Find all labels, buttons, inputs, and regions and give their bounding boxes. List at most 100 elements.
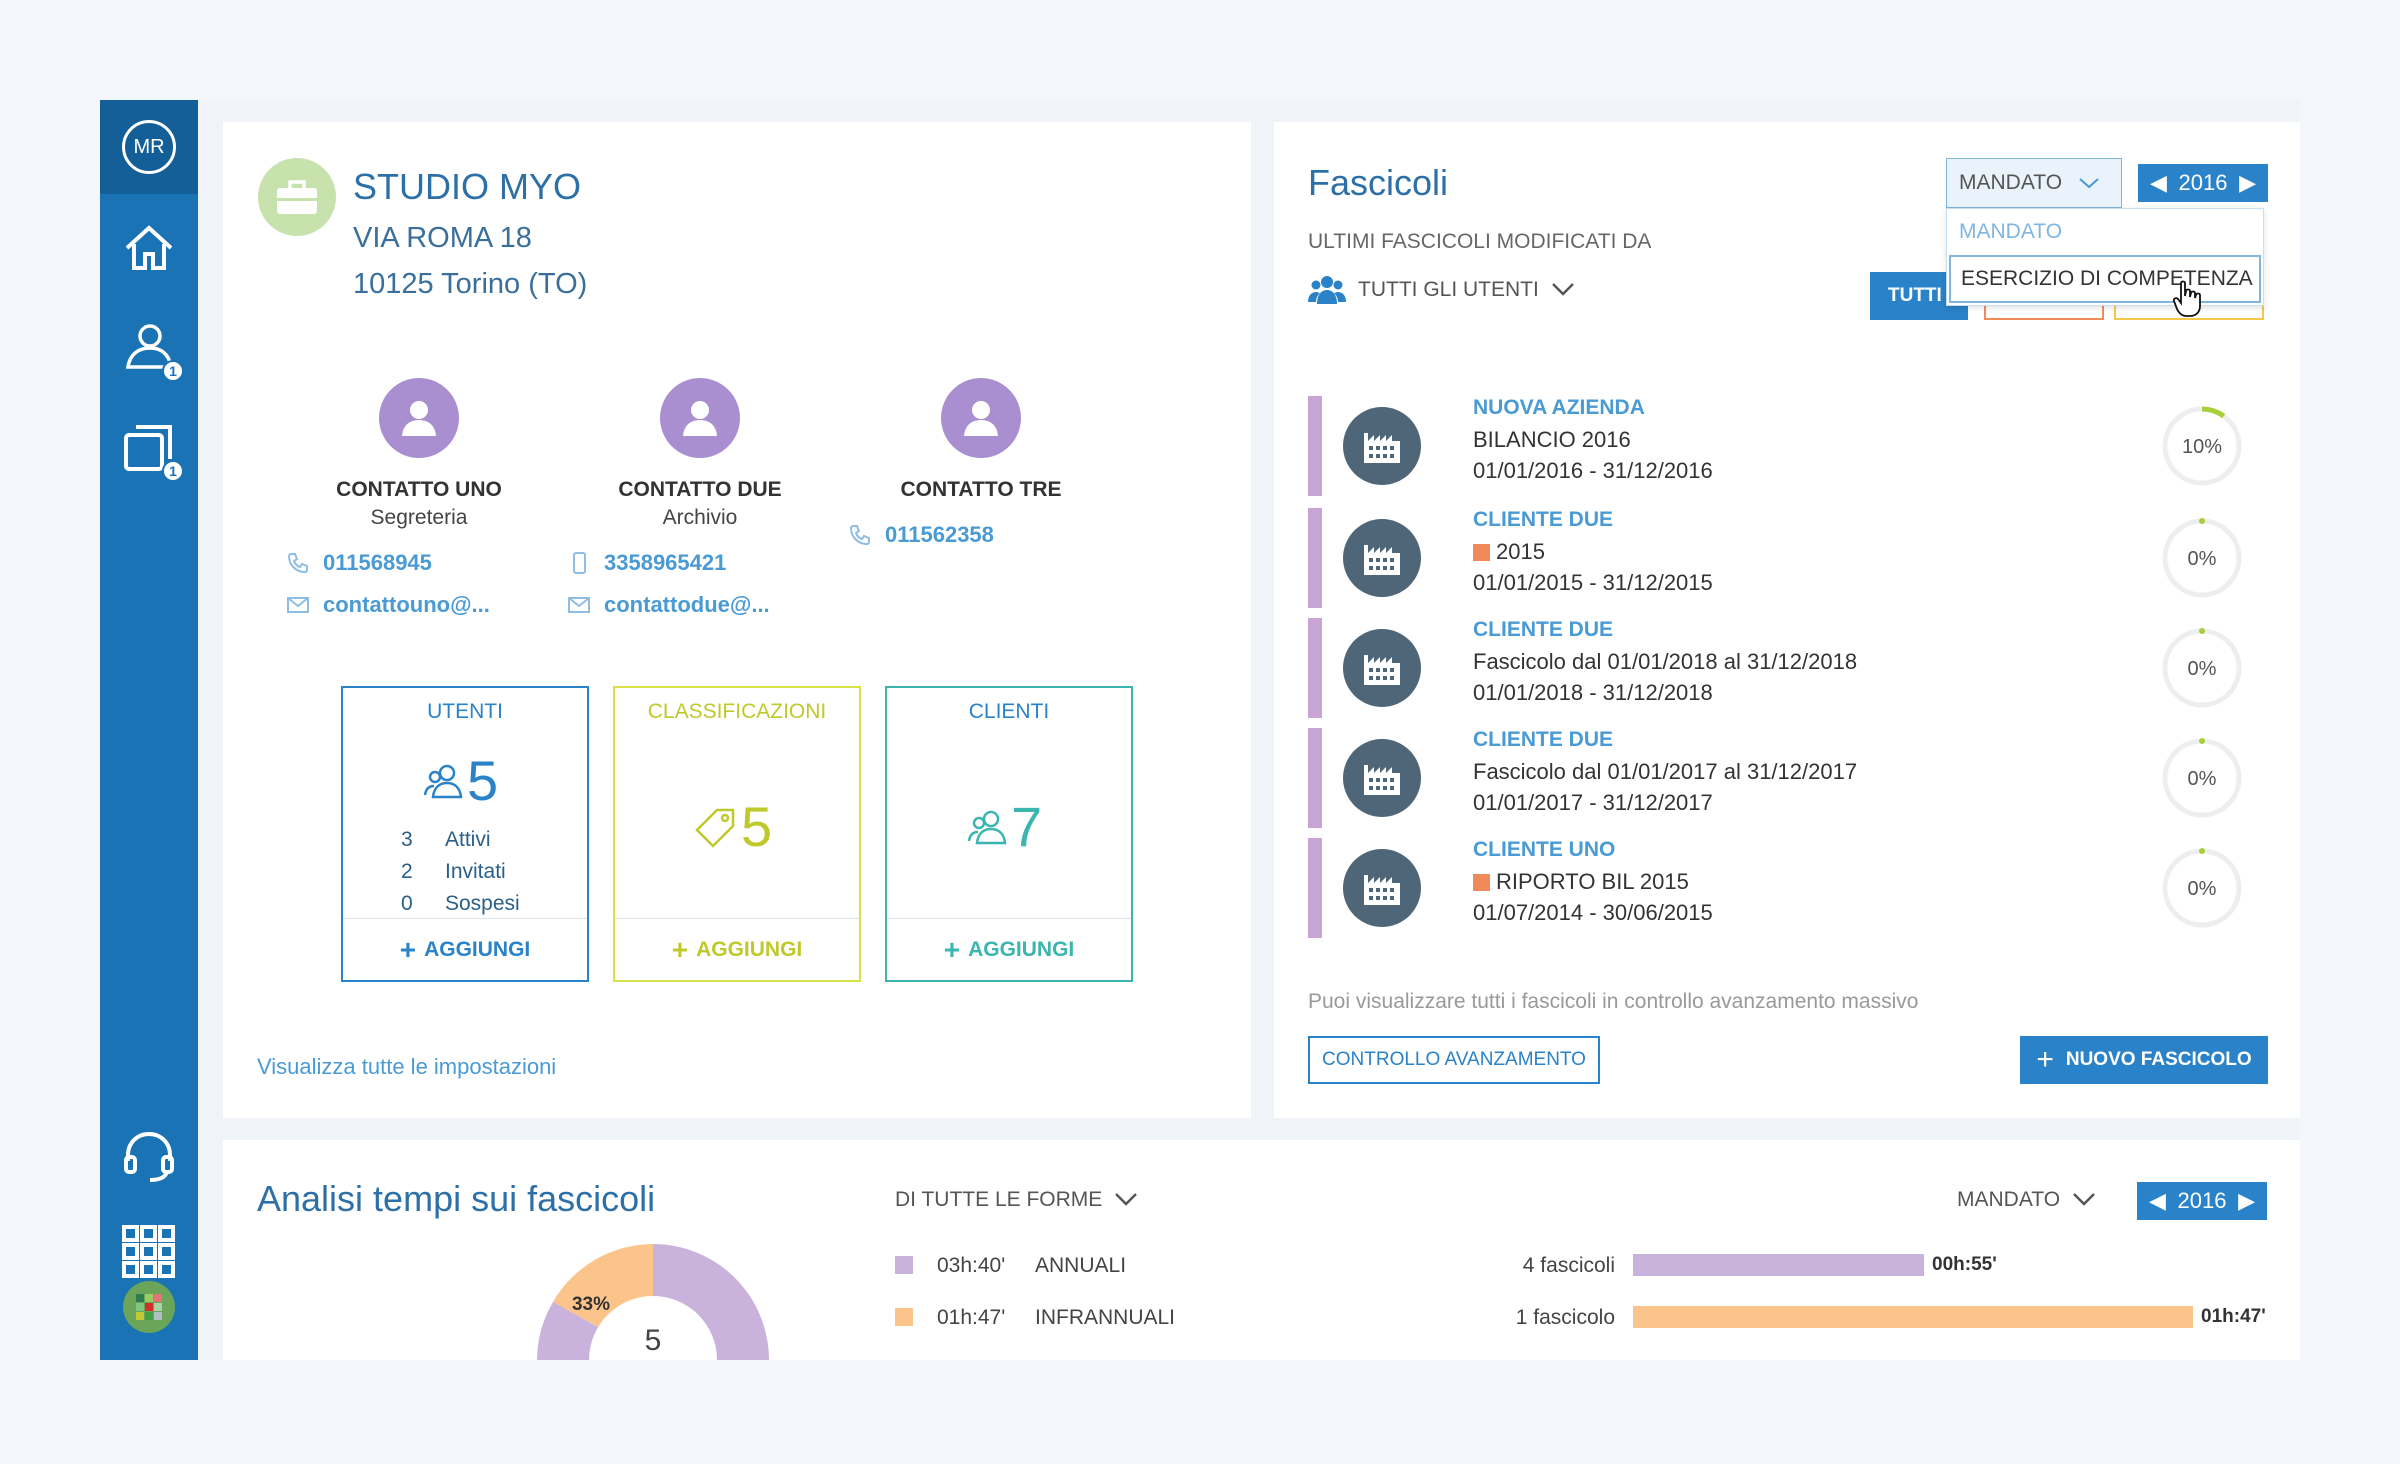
chevron-right-icon[interactable]: ▶ xyxy=(2239,170,2256,195)
classificazioni-count-value: 5 xyxy=(741,795,773,858)
classificazioni-add-button[interactable]: + AGGIUNGI xyxy=(615,918,859,980)
building-icon xyxy=(1343,519,1421,597)
contact-phone[interactable]: 011562358 xyxy=(841,522,1121,548)
contact-email[interactable]: contattodue@... xyxy=(560,592,840,618)
utenti-count: 5 xyxy=(423,748,498,813)
progress-label: 0% xyxy=(2188,548,2217,570)
nuovo-fascicolo-button[interactable]: + NUOVO FASCICOLO xyxy=(2020,1036,2268,1084)
headset-icon xyxy=(124,1131,174,1182)
avatar-initials: MR xyxy=(133,135,165,158)
users-filter-dropdown[interactable]: TUTTI GLI UTENTI xyxy=(1308,274,1575,306)
contact-card: CONTATTO DUE Archivio 3358965421 contatt… xyxy=(560,378,840,618)
stat-label: Invitati xyxy=(445,860,506,883)
item-client[interactable]: CLIENTE DUE xyxy=(1473,508,1614,531)
fascicoli-subtitle: ULTIMI FASCICOLI MODIFICATI DA xyxy=(1308,230,1652,253)
donut-chart: 5 33% xyxy=(537,1244,769,1360)
contact-email[interactable]: contattouno@... xyxy=(279,592,559,618)
clienti-add-button[interactable]: + AGGIUNGI xyxy=(887,918,1131,980)
row-avg: 00h:55' xyxy=(1932,1254,1997,1275)
studio-address-line2: 10125 Torino (TO) xyxy=(353,268,588,300)
legend-swatch-icon xyxy=(895,1256,913,1274)
stat-number: 3 xyxy=(401,828,413,851)
sidebar-item-brand[interactable] xyxy=(100,1272,198,1342)
donut-center-value: 5 xyxy=(645,1324,662,1357)
row-time: 01h:47' xyxy=(937,1306,1006,1329)
item-period: 01/07/2014 - 30/06/2015 xyxy=(1473,900,1713,925)
contact-avatar-icon xyxy=(660,378,740,458)
tab-tutti-label: TUTTI xyxy=(1888,285,1942,306)
list-item[interactable]: CLIENTE DUE 2015 01/01/2015 - 31/12/2015… xyxy=(1308,508,2268,608)
stat-number: 0 xyxy=(401,892,413,915)
add-label: AGGIUNGI xyxy=(968,937,1075,961)
item-client[interactable]: CLIENTE DUE xyxy=(1473,618,1614,641)
row-time: 03h:40' xyxy=(937,1254,1006,1277)
windows-badge: 1 xyxy=(162,460,184,482)
apps-grid-icon xyxy=(122,1225,175,1278)
analisi-rows: 03h:40' ANNUALI 4 fascicoli 00h:55' 01h:… xyxy=(895,1252,2275,1356)
chevron-down-icon xyxy=(1551,278,1575,302)
add-label: AGGIUNGI xyxy=(424,937,531,961)
list-item[interactable]: CLIENTE DUE Fascicolo dal 01/01/2018 al … xyxy=(1308,618,2268,718)
chevron-left-icon[interactable]: ◀ xyxy=(2150,170,2167,195)
contact-phone[interactable]: 011568945 xyxy=(279,550,559,576)
progress-label: 0% xyxy=(2188,658,2217,680)
type-option[interactable]: ESERCIZIO DI COMPETENZA xyxy=(1949,255,2261,303)
analisi-type-select[interactable]: MANDATO xyxy=(1957,1188,2096,1212)
utenti-add-button[interactable]: + AGGIUNGI xyxy=(343,918,587,980)
analisi-card: Analisi tempi sui fascicoli DI TUTTE LE … xyxy=(223,1140,2300,1360)
type-select[interactable]: MANDATO xyxy=(1946,158,2122,208)
list-item[interactable]: CLIENTE UNO RIPORTO BIL 2015 01/07/2014 … xyxy=(1308,838,2268,938)
clienti-count: 7 xyxy=(967,794,1042,859)
utenti-title: UTENTI xyxy=(427,700,503,723)
nuovo-fascicolo-label: NUOVO FASCICOLO xyxy=(2065,1049,2252,1070)
analisi-row: 01h:47' INFRANNUALI 1 fascicolo 01h:47' xyxy=(895,1304,2275,1356)
row-avg: 01h:47' xyxy=(2201,1306,2266,1327)
analisi-type-label: MANDATO xyxy=(1957,1188,2061,1211)
contact-phone-text: 011568945 xyxy=(323,550,432,575)
users-icon xyxy=(423,764,463,798)
type-option[interactable]: MANDATO xyxy=(1959,220,2063,243)
sidebar-header: MR xyxy=(100,100,198,194)
briefcase-icon xyxy=(258,158,336,236)
contact-phone-text: 3358965421 xyxy=(604,550,727,575)
flag-square-icon xyxy=(1473,873,1490,891)
plus-icon: + xyxy=(2036,1043,2054,1076)
analisi-year-selector: ◀ 2016 ▶ xyxy=(2137,1182,2267,1220)
clienti-box[interactable]: CLIENTI 7 + AGGIUNGI xyxy=(885,686,1133,982)
sidebar-item-home[interactable] xyxy=(100,208,198,288)
item-desc: 2015 xyxy=(1473,539,1545,565)
item-desc: BILANCIO 2016 xyxy=(1473,427,1631,453)
chevron-left-icon[interactable]: ◀ xyxy=(2149,1188,2166,1213)
item-desc-text: RIPORTO BIL 2015 xyxy=(1496,869,1689,894)
chevron-right-icon[interactable]: ▶ xyxy=(2238,1188,2255,1213)
list-item[interactable]: NUOVA AZIENDA BILANCIO 2016 01/01/2016 -… xyxy=(1308,396,2268,496)
list-item[interactable]: CLIENTE DUE Fascicolo dal 01/01/2017 al … xyxy=(1308,728,2268,828)
progress-ring: 0% xyxy=(2162,848,2242,928)
item-color-bar xyxy=(1308,728,1322,828)
controllo-avanzamento-button[interactable]: CONTROLLO AVANZAMENTO xyxy=(1308,1036,1600,1084)
sidebar-item-windows[interactable]: 1 xyxy=(100,408,198,488)
legend-swatch-icon xyxy=(895,1308,913,1326)
sidebar-item-support[interactable] xyxy=(100,1116,198,1196)
item-desc: RIPORTO BIL 2015 xyxy=(1473,869,1689,895)
sidebar-item-users[interactable]: 1 xyxy=(100,308,198,388)
mail-icon xyxy=(287,597,309,613)
studio-address-line1: VIA ROMA 18 xyxy=(353,222,532,254)
classificazioni-count: 5 xyxy=(695,794,772,859)
avatar[interactable]: MR xyxy=(122,120,176,174)
contact-role: Segreteria xyxy=(370,506,468,529)
chevron-down-icon xyxy=(2078,171,2100,195)
contact-card: CONTATTO TRE 011562358 xyxy=(841,378,1121,548)
classificazioni-box[interactable]: CLASSIFICAZIONI 5 + AGGIUNGI xyxy=(613,686,861,982)
contact-phone[interactable]: 3358965421 xyxy=(560,550,840,576)
forms-filter-dropdown[interactable]: DI TUTTE LE FORME xyxy=(895,1188,1138,1212)
building-icon xyxy=(1343,739,1421,817)
item-client[interactable]: NUOVA AZIENDA xyxy=(1473,396,1645,419)
item-client[interactable]: CLIENTE DUE xyxy=(1473,728,1614,751)
item-desc-text: 2015 xyxy=(1496,539,1545,564)
settings-link[interactable]: Visualizza tutte le impostazioni xyxy=(257,1054,557,1079)
item-client[interactable]: CLIENTE UNO xyxy=(1473,838,1616,861)
sidebar-item-apps[interactable] xyxy=(100,1212,198,1292)
utenti-box[interactable]: UTENTI 5 3 Attivi 2 Invitati 0 Sospesi + AGG… xyxy=(341,686,589,982)
progress-label: 10% xyxy=(2182,436,2222,458)
